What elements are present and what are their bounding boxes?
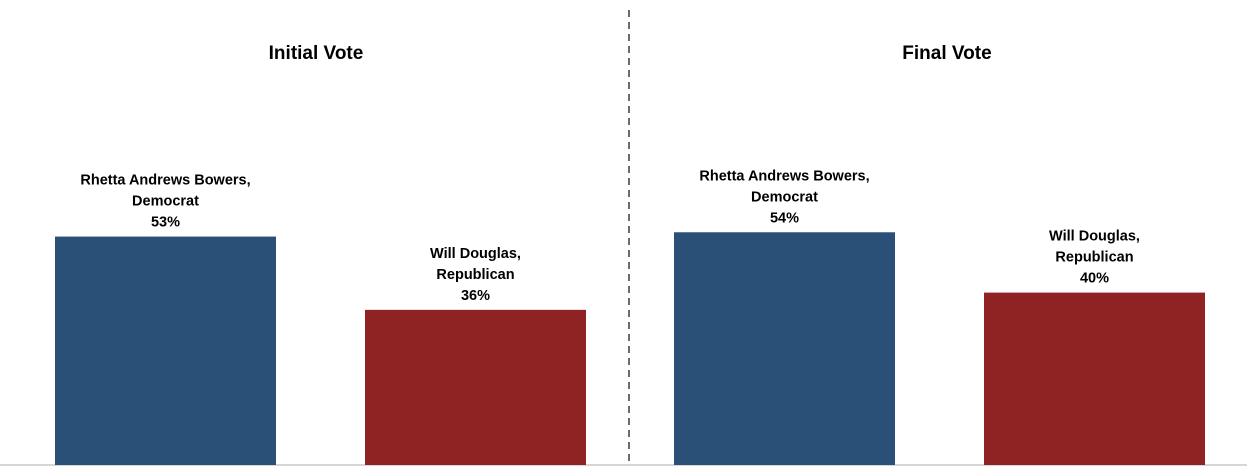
chart-panel-2: Final Vote Rhetta Andrews Bowers, Democrat…: [674, 43, 1205, 465]
chart-title: Initial Vote: [269, 43, 364, 64]
chart-title: Final Vote: [902, 43, 991, 64]
data-label-category: Rhetta Andrews Bowers,: [699, 168, 869, 184]
data-label-category: Will Douglas,: [430, 246, 521, 262]
bar-republican: [365, 309, 586, 465]
data-label-value: 36%: [461, 288, 490, 304]
data-label-value: 53%: [151, 215, 180, 231]
chart-panel-1: Initial Vote Rhetta Andrews Bowers, Democr…: [55, 43, 586, 465]
data-label-category: Republican: [436, 267, 514, 283]
data-label-category: Democrat: [751, 189, 818, 205]
data-label-category: Democrat: [132, 194, 199, 210]
data-label-value: 40%: [1080, 271, 1109, 287]
bar-republican: [984, 292, 1205, 465]
data-label-category: Will Douglas,: [1049, 229, 1140, 245]
data-label-category: Rhetta Andrews Bowers,: [80, 173, 250, 189]
data-label-category: Republican: [1055, 250, 1133, 266]
data-label-value: 54%: [770, 210, 799, 226]
bar-democrat: [674, 232, 895, 465]
bar-democrat: [55, 236, 276, 465]
